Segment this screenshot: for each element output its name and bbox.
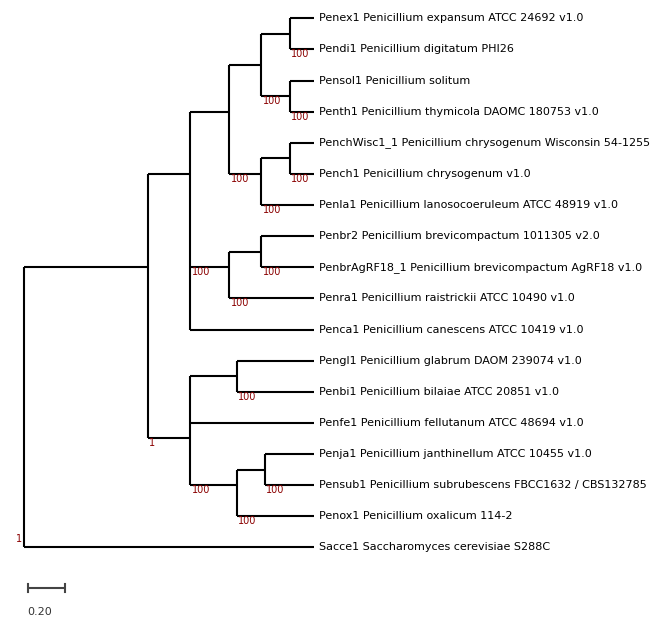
- Text: Penca1 Penicillium canescens ATCC 10419 v1.0: Penca1 Penicillium canescens ATCC 10419 …: [319, 325, 583, 335]
- Text: 100: 100: [291, 50, 310, 60]
- Text: Penex1 Penicillium expansum ATCC 24692 v1.0: Penex1 Penicillium expansum ATCC 24692 v…: [319, 13, 583, 23]
- Text: Pensub1 Penicillium subrubescens FBCC1632 / CBS132785: Pensub1 Penicillium subrubescens FBCC163…: [319, 480, 646, 490]
- Text: 1: 1: [16, 534, 22, 544]
- Text: 100: 100: [263, 96, 281, 106]
- Text: 100: 100: [231, 174, 249, 184]
- Text: 100: 100: [238, 392, 256, 402]
- Text: 100: 100: [291, 112, 310, 122]
- Text: Penla1 Penicillium lanosocoeruleum ATCC 48919 v1.0: Penla1 Penicillium lanosocoeruleum ATCC …: [319, 200, 618, 210]
- Text: Penfe1 Penicillium fellutanum ATCC 48694 v1.0: Penfe1 Penicillium fellutanum ATCC 48694…: [319, 418, 583, 428]
- Text: Pengl1 Penicillium glabrum DAOM 239074 v1.0: Pengl1 Penicillium glabrum DAOM 239074 v…: [319, 355, 581, 365]
- Text: Penja1 Penicillium janthinellum ATCC 10455 v1.0: Penja1 Penicillium janthinellum ATCC 104…: [319, 449, 592, 459]
- Text: 0.20: 0.20: [28, 607, 52, 617]
- Text: Pendi1 Penicillium digitatum PHI26: Pendi1 Penicillium digitatum PHI26: [319, 45, 514, 55]
- Text: Sacce1 Saccharomyces cerevisiae S288C: Sacce1 Saccharomyces cerevisiae S288C: [319, 543, 550, 553]
- Text: 100: 100: [263, 268, 281, 278]
- Text: 100: 100: [238, 516, 256, 526]
- Text: Penbr2 Penicillium brevicompactum 1011305 v2.0: Penbr2 Penicillium brevicompactum 101130…: [319, 231, 600, 241]
- Text: PenchWisc1_1 Penicillium chrysogenum Wisconsin 54-1255: PenchWisc1_1 Penicillium chrysogenum Wis…: [319, 138, 650, 148]
- Text: Pensol1 Penicillium solitum: Pensol1 Penicillium solitum: [319, 75, 470, 85]
- Text: Penra1 Penicillium raistrickii ATCC 10490 v1.0: Penra1 Penicillium raistrickii ATCC 1049…: [319, 293, 575, 303]
- Text: 100: 100: [192, 485, 211, 495]
- Text: PenbrAgRF18_1 Penicillium brevicompactum AgRF18 v1.0: PenbrAgRF18_1 Penicillium brevicompactum…: [319, 262, 642, 273]
- Text: 100: 100: [192, 268, 211, 278]
- Text: 100: 100: [266, 485, 285, 495]
- Text: Penth1 Penicillium thymicola DAOMC 180753 v1.0: Penth1 Penicillium thymicola DAOMC 18075…: [319, 107, 598, 117]
- Text: Penbi1 Penicillium bilaiae ATCC 20851 v1.0: Penbi1 Penicillium bilaiae ATCC 20851 v1…: [319, 387, 559, 397]
- Text: 1: 1: [150, 438, 155, 448]
- Text: Penox1 Penicillium oxalicum 114-2: Penox1 Penicillium oxalicum 114-2: [319, 511, 512, 521]
- Text: Pench1 Penicillium chrysogenum v1.0: Pench1 Penicillium chrysogenum v1.0: [319, 169, 530, 179]
- Text: 100: 100: [291, 174, 310, 184]
- Text: 100: 100: [231, 298, 249, 308]
- Text: 100: 100: [263, 205, 281, 215]
